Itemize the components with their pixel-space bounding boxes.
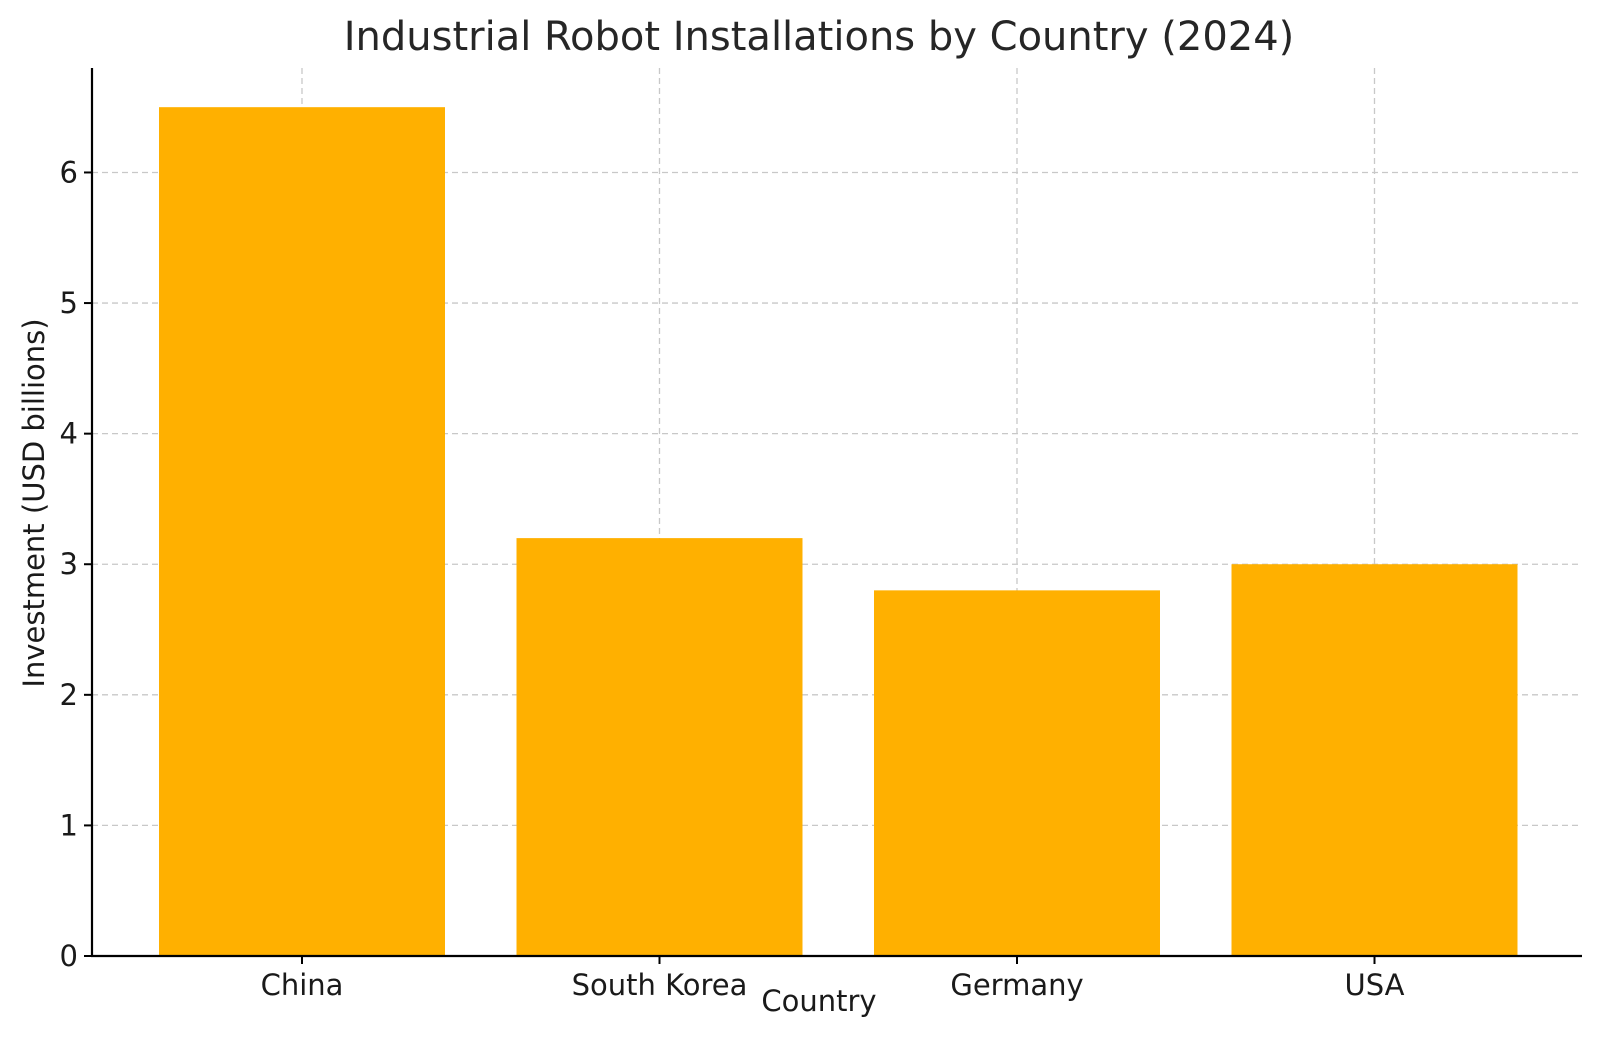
x-axis-label: Country <box>761 984 876 1018</box>
y-tick-label: 0 <box>60 939 78 973</box>
y-tick-label: 3 <box>60 547 78 581</box>
y-tick-label: 5 <box>60 286 78 320</box>
y-axis-label: Investment (USD billions) <box>17 318 51 687</box>
bars <box>159 107 1518 957</box>
x-tick-label: Germany <box>950 968 1083 1002</box>
x-tick-label: China <box>261 968 344 1002</box>
x-ticks: China South Korea Germany USA <box>261 956 1405 1002</box>
bar-usa <box>1231 564 1518 956</box>
chart-title: Industrial Robot Installations by Countr… <box>344 14 1295 60</box>
bar-china <box>159 107 445 957</box>
bar-south-korea <box>516 538 803 956</box>
y-tick-label: 4 <box>60 417 78 451</box>
bar-germany <box>874 590 1160 956</box>
y-tick-label: 2 <box>60 678 78 712</box>
y-tick-label: 1 <box>60 808 78 842</box>
x-tick-label: USA <box>1344 968 1404 1002</box>
x-tick-label: South Korea <box>572 968 748 1002</box>
y-ticks: 0 1 2 3 4 5 6 <box>60 155 92 973</box>
y-tick-label: 6 <box>60 155 78 189</box>
